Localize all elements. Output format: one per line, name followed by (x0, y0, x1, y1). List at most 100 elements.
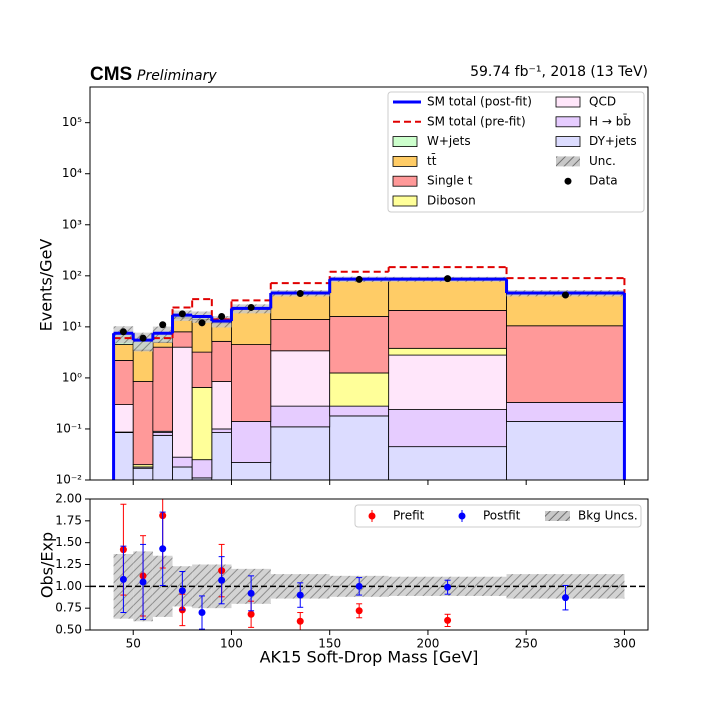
stack-segment (191, 387, 213, 461)
data-point (159, 321, 167, 329)
stack-segment (152, 341, 173, 348)
stack-segment (172, 331, 193, 348)
stack-segment (191, 351, 213, 388)
stack-segment (506, 402, 625, 422)
stack-segment (132, 381, 154, 466)
stack-segment (388, 310, 507, 349)
legend-label: Unc. (589, 154, 616, 168)
axes-frame (89, 86, 649, 481)
x-tick-label: 50 (126, 637, 141, 651)
x-tick-label: 200 (416, 637, 439, 651)
y-tick-label: 10³ (62, 217, 82, 231)
stack-segment (329, 372, 390, 407)
legend-label: H → bb̄ (589, 114, 631, 128)
legend-label: SM total (pre-fit) (427, 114, 526, 128)
data-point (178, 310, 186, 318)
stack-segment (388, 347, 507, 356)
legend-swatch (564, 177, 572, 185)
legend-label: Postfit (483, 509, 521, 523)
ratio-point (355, 607, 363, 615)
stack-segment (211, 340, 232, 382)
y-tick-label: 0.75 (55, 601, 82, 615)
y-tick-label: 1.00 (55, 579, 82, 593)
stack-segment (211, 432, 232, 480)
data-point (444, 275, 452, 283)
lumi-label: 59.74 fb⁻¹, 2018 (13 TeV) (470, 64, 648, 80)
stack-segment (388, 279, 507, 311)
stack-segment (329, 279, 390, 317)
ratio-point (159, 545, 167, 553)
y-tick-label: 2.00 (55, 492, 82, 506)
ratio-point (296, 591, 304, 599)
ratio-point (218, 576, 226, 584)
y-tick-label: 1.50 (55, 535, 82, 549)
stack-segment (231, 462, 272, 480)
stack-segment (172, 346, 193, 458)
y-tick-label: 10⁻² (56, 473, 83, 487)
experiment-label: CMS (90, 64, 132, 85)
ratio-point (444, 616, 452, 624)
stack-segment (172, 456, 193, 468)
legend-label: QCD (589, 95, 616, 109)
stack-segment (231, 421, 272, 463)
legend-swatch (392, 195, 418, 207)
stack-segment (270, 293, 331, 320)
x-axis-title: AK15 Soft-Drop Mass [GeV] (260, 648, 479, 667)
ratio-point (355, 582, 363, 590)
stack-segment (113, 360, 134, 405)
stack-segment (231, 308, 272, 345)
x-tick-label: 100 (220, 637, 243, 651)
legend-label: Bkg Uncs. (578, 509, 638, 523)
y-axis-title: Events/GeV (37, 239, 56, 332)
legend-swatch (555, 116, 581, 128)
data-point (218, 312, 226, 320)
data-point (198, 319, 206, 327)
plot-area (112, 266, 626, 480)
y-tick-label: 10⁰ (62, 370, 82, 384)
legend-swatch (545, 511, 570, 521)
stack-segment (388, 446, 507, 480)
stack-segment (270, 319, 331, 352)
uncertainty-band (133, 332, 153, 352)
ratio-point (119, 575, 127, 583)
legend-swatch (392, 175, 418, 187)
legend-swatch (392, 155, 418, 167)
stack-segment (231, 344, 272, 422)
stack-segment (388, 354, 507, 410)
legend-label: Diboson (427, 194, 476, 208)
stack-segment (152, 432, 173, 436)
legend-label: Single t (427, 174, 473, 188)
legend-swatch (555, 136, 581, 148)
x-tick-label: 300 (613, 637, 636, 651)
ratio-point (247, 589, 255, 597)
data-point (561, 291, 569, 299)
stack-segment (329, 316, 390, 374)
legend-label: tt̄ (427, 154, 437, 168)
legend-label: W+jets (427, 134, 471, 148)
x-tick-label: 250 (515, 637, 538, 651)
legend-label: DY+jets (589, 134, 637, 148)
stack-segment (211, 381, 232, 430)
stack-segment (172, 466, 193, 480)
stack-segment (132, 467, 154, 480)
data-point (139, 334, 147, 342)
legend-swatch (368, 512, 376, 520)
ratio-point (139, 578, 147, 586)
stack-segment (270, 426, 331, 480)
legend-swatch (392, 136, 418, 148)
y-tick-label: 10⁴ (62, 166, 82, 180)
y-tick-label: 0.50 (55, 623, 82, 637)
status-label: Preliminary (137, 68, 217, 84)
y-tick-label: 1.75 (55, 513, 82, 527)
stack-segment (329, 405, 390, 417)
stack-segment (329, 415, 390, 480)
y-tick-label: 10⁵ (62, 115, 82, 129)
data-point (247, 303, 255, 311)
stack-segment (113, 432, 134, 480)
stack-segment (113, 344, 134, 361)
y-tick-label: 10² (62, 268, 82, 282)
legend-swatch (555, 96, 581, 108)
ratio-point (178, 587, 186, 595)
ratio-point (198, 609, 206, 617)
